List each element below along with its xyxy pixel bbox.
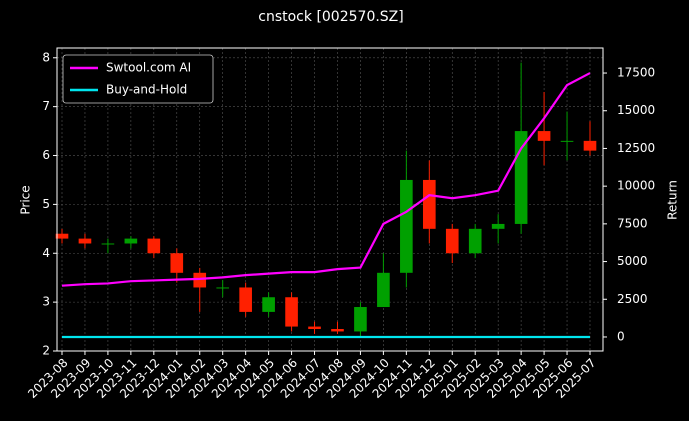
candle-body (262, 297, 275, 312)
y2-tick-label: 17500 (617, 66, 655, 80)
candle-body (468, 228, 482, 254)
y2-tick-label: 2500 (617, 292, 648, 306)
candle-body (537, 131, 551, 141)
candle-body (308, 326, 321, 330)
candle-body (78, 238, 92, 244)
candle-body (216, 287, 230, 289)
candle-body (170, 253, 184, 273)
y-tick-label: 2 (42, 344, 50, 358)
plot-frame (56, 47, 604, 352)
candle-body (445, 228, 459, 254)
y2-tick-label: 7500 (617, 216, 648, 230)
legend-box (62, 54, 214, 104)
candle-body (285, 297, 298, 327)
y2-axis-label: Return (666, 180, 680, 220)
candle-body (400, 179, 413, 273)
y-tick-label: 4 (42, 246, 50, 260)
candle-body (422, 179, 436, 229)
candle-body (354, 307, 367, 332)
candle-body (331, 329, 344, 332)
y2-tick-label: 0 (617, 329, 625, 343)
candle-body (147, 238, 161, 254)
candle-body (239, 287, 252, 312)
y2-tick-label: 15000 (617, 103, 655, 117)
candle-body (560, 140, 574, 142)
candle-body (55, 233, 69, 239)
y2-tick-label: 5000 (617, 254, 648, 268)
y2-tick-label: 10000 (617, 179, 655, 193)
candle-body (377, 272, 390, 308)
return-line (61, 72, 591, 287)
legend-label: Swtool.com AI (106, 61, 191, 75)
chart-title: cnstock [002570.SZ] (258, 9, 403, 25)
y2-tick-label: 12500 (617, 141, 655, 155)
candle-body (101, 243, 115, 245)
candle-body (514, 131, 528, 224)
y-tick-label: 7 (42, 99, 50, 113)
y-tick-label: 5 (42, 197, 50, 211)
candle-body (124, 238, 138, 244)
y-tick-label: 8 (42, 50, 50, 64)
y-axis-label: Price (19, 185, 33, 214)
candle-body (491, 223, 505, 229)
candle-body (193, 272, 207, 288)
candle-body (583, 140, 597, 151)
y-tick-label: 6 (42, 148, 50, 162)
legend-label: Buy-and-Hold (106, 83, 187, 97)
y-tick-label: 3 (42, 295, 50, 309)
